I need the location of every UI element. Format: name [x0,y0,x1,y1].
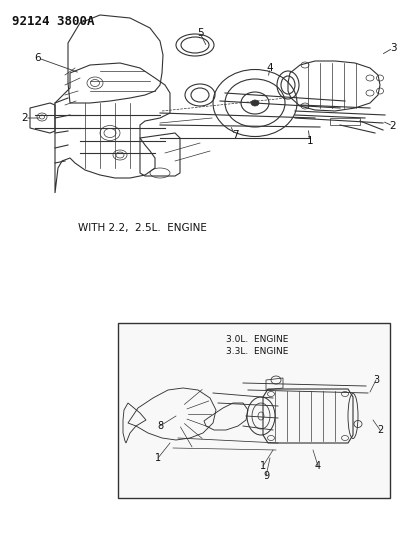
Text: 4: 4 [266,63,273,73]
Bar [118,323,390,498]
Text: 7: 7 [232,130,238,140]
Text: 3: 3 [390,43,396,53]
Text: 1: 1 [307,136,313,146]
Text: 8: 8 [157,421,163,431]
Text: WITH 2.2,  2.5L.  ENGINE: WITH 2.2, 2.5L. ENGINE [78,223,207,233]
Text: 2: 2 [390,121,396,131]
Text: 92124 3800A: 92124 3800A [12,15,94,28]
Text: 2: 2 [377,425,383,435]
Text: 3.0L.  ENGINE: 3.0L. ENGINE [226,335,288,344]
Text: 1: 1 [260,461,266,471]
Text: 1: 1 [155,453,161,463]
Text: 4: 4 [315,461,321,471]
Text: 3.3L.  ENGINE: 3.3L. ENGINE [226,347,288,356]
Text: 9: 9 [263,471,269,481]
Text: 2: 2 [22,113,28,123]
Ellipse shape [251,100,259,106]
Text: 3: 3 [373,375,379,385]
Text: 5: 5 [197,28,203,38]
Text: 6: 6 [35,53,41,63]
